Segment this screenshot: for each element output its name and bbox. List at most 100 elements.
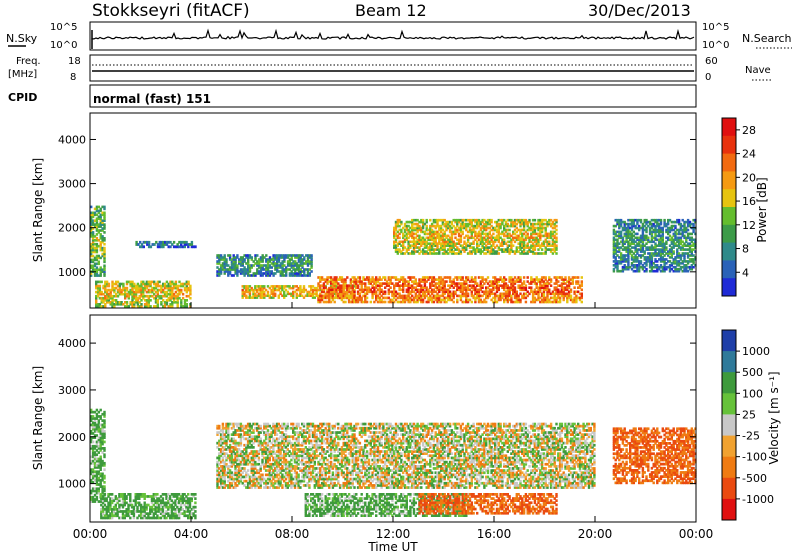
heatmap-cell — [254, 274, 257, 277]
heatmap-cell — [409, 232, 412, 236]
heatmap-cell — [400, 220, 403, 224]
heatmap-cell — [432, 240, 436, 244]
heatmap-cell — [376, 296, 380, 300]
heatmap-cell — [412, 244, 416, 247]
colorbar-tick-label: 8 — [742, 243, 749, 256]
heatmap-cell — [623, 265, 626, 269]
nsky-label: N.Sky — [6, 32, 38, 45]
heatmap-cell — [533, 232, 537, 236]
heatmap-cell — [171, 303, 174, 306]
heatmap-cell — [441, 284, 445, 287]
heatmap-cell — [474, 276, 477, 279]
heatmap-cell — [481, 300, 484, 304]
heatmap-cell — [558, 284, 562, 287]
heatmap-cell — [434, 298, 437, 302]
heatmap-cell — [447, 244, 450, 247]
heatmap-cell — [380, 284, 383, 287]
heatmap-cell — [393, 244, 396, 247]
heatmap-cell — [167, 296, 170, 300]
heatmap-cell — [648, 230, 652, 234]
heatmap-cell — [310, 264, 313, 267]
heatmap-cell — [279, 264, 282, 267]
heatmap-cell — [438, 296, 441, 300]
heatmap-cell — [448, 292, 452, 296]
heatmap-cell — [329, 292, 333, 296]
heatmap-cell — [355, 280, 358, 283]
heatmap-cell — [658, 230, 661, 234]
heatmap-cell — [443, 284, 446, 287]
heatmap-cell — [447, 226, 450, 230]
heatmap-cell — [636, 242, 639, 245]
heatmap-cell — [530, 286, 533, 289]
heatmap-cell — [219, 266, 223, 269]
heatmap-cell — [394, 238, 398, 242]
heatmap-cell — [263, 264, 266, 267]
heatmap-cell — [245, 296, 248, 299]
heatmap-cell — [335, 285, 338, 288]
heatmap-cell — [97, 217, 100, 220]
heatmap-cell — [96, 286, 100, 290]
heatmap-cell — [634, 226, 637, 230]
heatmap-cell — [223, 268, 226, 271]
heatmap-cell — [447, 234, 450, 238]
heatmap-cell — [409, 284, 412, 287]
heatmap-cell — [504, 250, 508, 253]
heatmap-cell — [521, 242, 524, 245]
heatmap-cell — [627, 252, 630, 255]
heatmap-cell — [257, 266, 261, 269]
heatmap-cell — [276, 268, 279, 271]
heatmap-cell — [263, 296, 266, 299]
heatmap-cell — [160, 286, 163, 290]
heatmap-cell — [320, 296, 324, 300]
heatmap-cell — [297, 254, 301, 257]
heatmap-cell — [303, 256, 306, 259]
heatmap-cell — [403, 246, 407, 249]
heatmap-cell — [654, 228, 657, 232]
heatmap-cell — [247, 272, 250, 275]
heatmap-cell — [483, 300, 486, 304]
heatmap-cell — [474, 218, 477, 222]
heatmap-cell — [430, 244, 434, 247]
heatmap-cell — [447, 298, 450, 302]
heatmap-cell — [412, 236, 416, 240]
heatmap-cell — [103, 268, 106, 271]
heatmap-cell — [499, 284, 502, 287]
heatmap-cell — [465, 276, 468, 279]
heatmap-cell — [247, 270, 250, 273]
heatmap-cell — [358, 298, 362, 302]
heatmap-cell — [481, 238, 484, 242]
heatmap-cell — [279, 274, 282, 277]
heatmap-cell — [420, 228, 423, 232]
heatmap-cell — [129, 280, 132, 284]
heatmap-cell — [292, 254, 295, 257]
heatmap-cell — [436, 246, 439, 249]
heatmap-cell — [335, 286, 338, 290]
heatmap-cell — [558, 296, 562, 300]
heatmap-cell — [575, 298, 578, 302]
heatmap-cell — [465, 296, 468, 300]
heatmap-cell — [634, 258, 637, 261]
heatmap-cell — [665, 224, 668, 228]
heatmap-cell — [129, 282, 132, 286]
heatmap-cell — [546, 290, 549, 294]
heatmap-cell — [234, 262, 237, 265]
heatmap-cell — [441, 236, 445, 240]
heatmap-cell — [133, 290, 136, 294]
heatmap-cell — [562, 298, 565, 302]
heatmap-cell — [398, 232, 401, 236]
heatmap-cell — [259, 266, 263, 269]
heatmap-cell — [506, 284, 509, 287]
heatmap-cell — [667, 218, 670, 222]
heatmap-cell — [485, 226, 488, 230]
heatmap-cell — [411, 298, 414, 302]
heatmap-cell — [115, 303, 118, 306]
heatmap-cell — [180, 243, 183, 246]
heatmap-cell — [479, 282, 482, 285]
heatmap-cell — [95, 209, 99, 213]
heatmap-cell — [630, 236, 634, 240]
heatmap-cell — [508, 250, 511, 253]
heatmap-cell — [264, 288, 268, 292]
heatmap-cell — [337, 285, 340, 288]
heatmap-cell — [421, 240, 425, 244]
heatmap-cell — [250, 274, 253, 277]
